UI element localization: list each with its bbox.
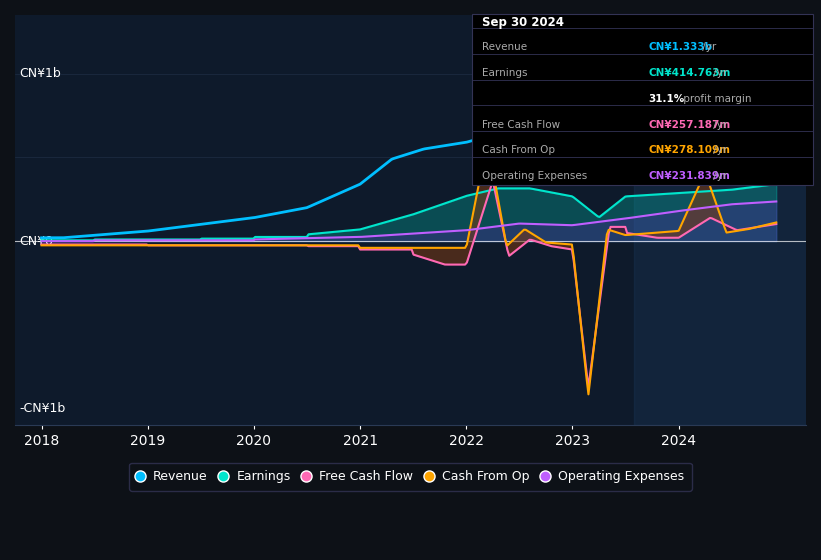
Text: CN¥1b: CN¥1b [19,67,61,80]
Text: Free Cash Flow: Free Cash Flow [482,120,560,129]
Text: /yr: /yr [699,43,716,52]
Text: CN¥231.839m: CN¥231.839m [649,171,731,181]
Text: 31.1%: 31.1% [649,94,685,104]
Text: /yr: /yr [710,171,727,181]
Text: CN¥414.763m: CN¥414.763m [649,68,731,78]
Text: -CN¥1b: -CN¥1b [19,402,65,415]
Text: /yr: /yr [710,146,727,155]
Text: profit margin: profit margin [680,94,751,104]
Text: /yr: /yr [710,68,727,78]
Text: Sep 30 2024: Sep 30 2024 [482,16,564,29]
Text: CN¥278.109m: CN¥278.109m [649,146,731,155]
Text: Revenue: Revenue [482,43,527,52]
Text: Cash From Op: Cash From Op [482,146,555,155]
Legend: Revenue, Earnings, Free Cash Flow, Cash From Op, Operating Expenses: Revenue, Earnings, Free Cash Flow, Cash … [129,463,692,491]
Text: CN¥0: CN¥0 [19,235,53,248]
Text: Operating Expenses: Operating Expenses [482,171,587,181]
Text: CN¥1.333b: CN¥1.333b [649,43,713,52]
Bar [634,15,817,426]
Text: CN¥257.187m: CN¥257.187m [649,120,731,129]
Text: /yr: /yr [710,120,727,129]
Text: Earnings: Earnings [482,68,527,78]
